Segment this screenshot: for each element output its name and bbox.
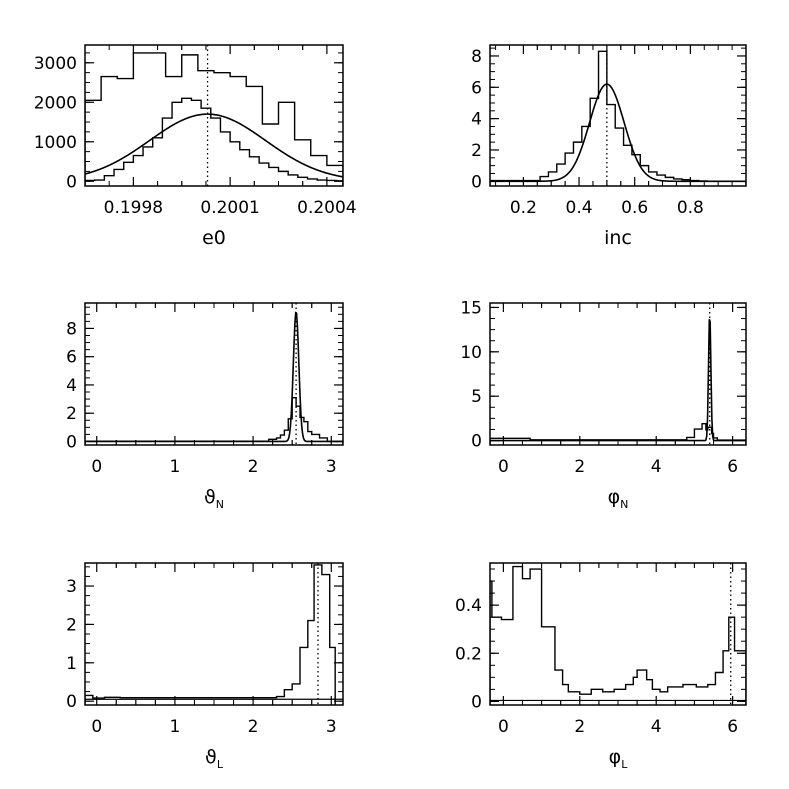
y-tick-label: 0 <box>471 432 482 452</box>
x-tick-label: 2 <box>248 717 259 737</box>
axes-frame <box>489 562 747 706</box>
y-tick-label: 4 <box>471 110 482 130</box>
y-tick-label: 0.2 <box>455 644 482 664</box>
y-tick-label: 0 <box>66 692 77 712</box>
x-tick-label: 0 <box>498 457 509 477</box>
x-tick-label: 0.2001 <box>200 198 259 218</box>
x-tick-label: 6 <box>727 717 738 737</box>
panel-phi-n: 0 2 4 6 0 5 10 15 φN <box>460 298 747 511</box>
x-tick-label: 0 <box>91 457 102 477</box>
curve-gaussian <box>490 319 746 442</box>
x-tick-label: 0.1998 <box>104 198 163 218</box>
panel-phi-l: 0 2 4 6 0 0.2 0.4 φL <box>455 562 747 771</box>
x-tick-label: 4 <box>651 717 662 737</box>
x-tick-label: 2 <box>574 717 585 737</box>
x-tick-label: 3 <box>326 717 337 737</box>
y-tick-label: 1000 <box>34 133 77 153</box>
y-tick-label: 0 <box>66 172 77 192</box>
x-tick-label: 3 <box>326 457 337 477</box>
x-axis-label: ϑL <box>205 746 224 771</box>
histogram-posterior <box>85 52 343 186</box>
plot-area <box>85 564 343 705</box>
y-tick-label: 2 <box>66 404 77 424</box>
y-tick-label: 6 <box>66 348 77 368</box>
x-tick-label: 0.2 <box>510 198 537 218</box>
panel-theta-l: 0 1 2 3 0 1 2 3 ϑL <box>66 562 344 771</box>
x-tick-label: 1 <box>169 457 180 477</box>
plot-area <box>490 50 746 186</box>
y-tick-label: 0.4 <box>455 596 482 616</box>
x-tick-label: 0.6 <box>621 198 648 218</box>
histogram-prior <box>85 97 343 186</box>
plot-area <box>85 311 343 445</box>
x-tick-label: 4 <box>651 457 662 477</box>
curve-gaussian <box>490 83 746 183</box>
panel-e0: 0.1998 0.2001 0.2004 0 1000 2000 3000 e0 <box>34 44 357 249</box>
panel-theta-n: 0 1 2 3 0 2 4 6 8 ϑN <box>66 302 344 511</box>
y-tick-label: 2000 <box>34 93 77 113</box>
plot-area <box>85 52 343 186</box>
y-tick-label: 2 <box>66 615 77 635</box>
histogram-posterior <box>85 564 336 705</box>
axes-frame <box>84 302 344 446</box>
plot-area <box>490 565 746 705</box>
y-tick-label: 15 <box>460 298 482 318</box>
x-axis-label: e0 <box>202 227 226 249</box>
axes-frame <box>489 44 747 187</box>
histogram-posterior <box>490 50 746 186</box>
y-tick-label: 3 <box>66 577 77 597</box>
x-tick-label: 0 <box>498 717 509 737</box>
y-tick-label: 8 <box>471 47 482 67</box>
x-tick-label: 0.2004 <box>297 198 356 218</box>
panel-inc: 0.2 0.4 0.6 0.8 0 2 4 6 8 inc <box>471 44 747 249</box>
x-axis-label: φN <box>608 486 629 511</box>
curve-gaussian <box>85 113 343 178</box>
y-tick-label: 5 <box>471 387 482 407</box>
x-tick-label: 0.8 <box>677 198 704 218</box>
x-tick-label: 2 <box>574 457 585 477</box>
y-tick-label: 8 <box>66 319 77 339</box>
y-tick-label: 3000 <box>34 54 77 74</box>
x-tick-label: 0.4 <box>566 198 593 218</box>
x-axis-label: inc <box>604 227 632 249</box>
axes-frame <box>84 562 344 706</box>
x-tick-label: 6 <box>727 457 738 477</box>
histogram-posterior <box>85 396 343 445</box>
y-tick-label: 6 <box>471 78 482 98</box>
plot-area <box>490 319 746 445</box>
y-tick-label: 0 <box>471 172 482 192</box>
y-tick-label: 1 <box>66 654 77 674</box>
y-tick-label: 0 <box>66 432 77 452</box>
y-tick-label: 4 <box>66 376 77 396</box>
x-axis-label: φL <box>609 746 629 771</box>
x-tick-label: 0 <box>91 717 102 737</box>
x-axis-label: ϑN <box>204 486 224 511</box>
x-tick-label: 1 <box>169 717 180 737</box>
x-tick-label: 2 <box>248 457 259 477</box>
y-tick-label: 10 <box>460 343 482 363</box>
y-tick-label: 2 <box>471 141 482 161</box>
histogram-posterior <box>490 565 746 705</box>
y-tick-label: 0 <box>471 692 482 712</box>
axes-frame <box>84 44 344 187</box>
